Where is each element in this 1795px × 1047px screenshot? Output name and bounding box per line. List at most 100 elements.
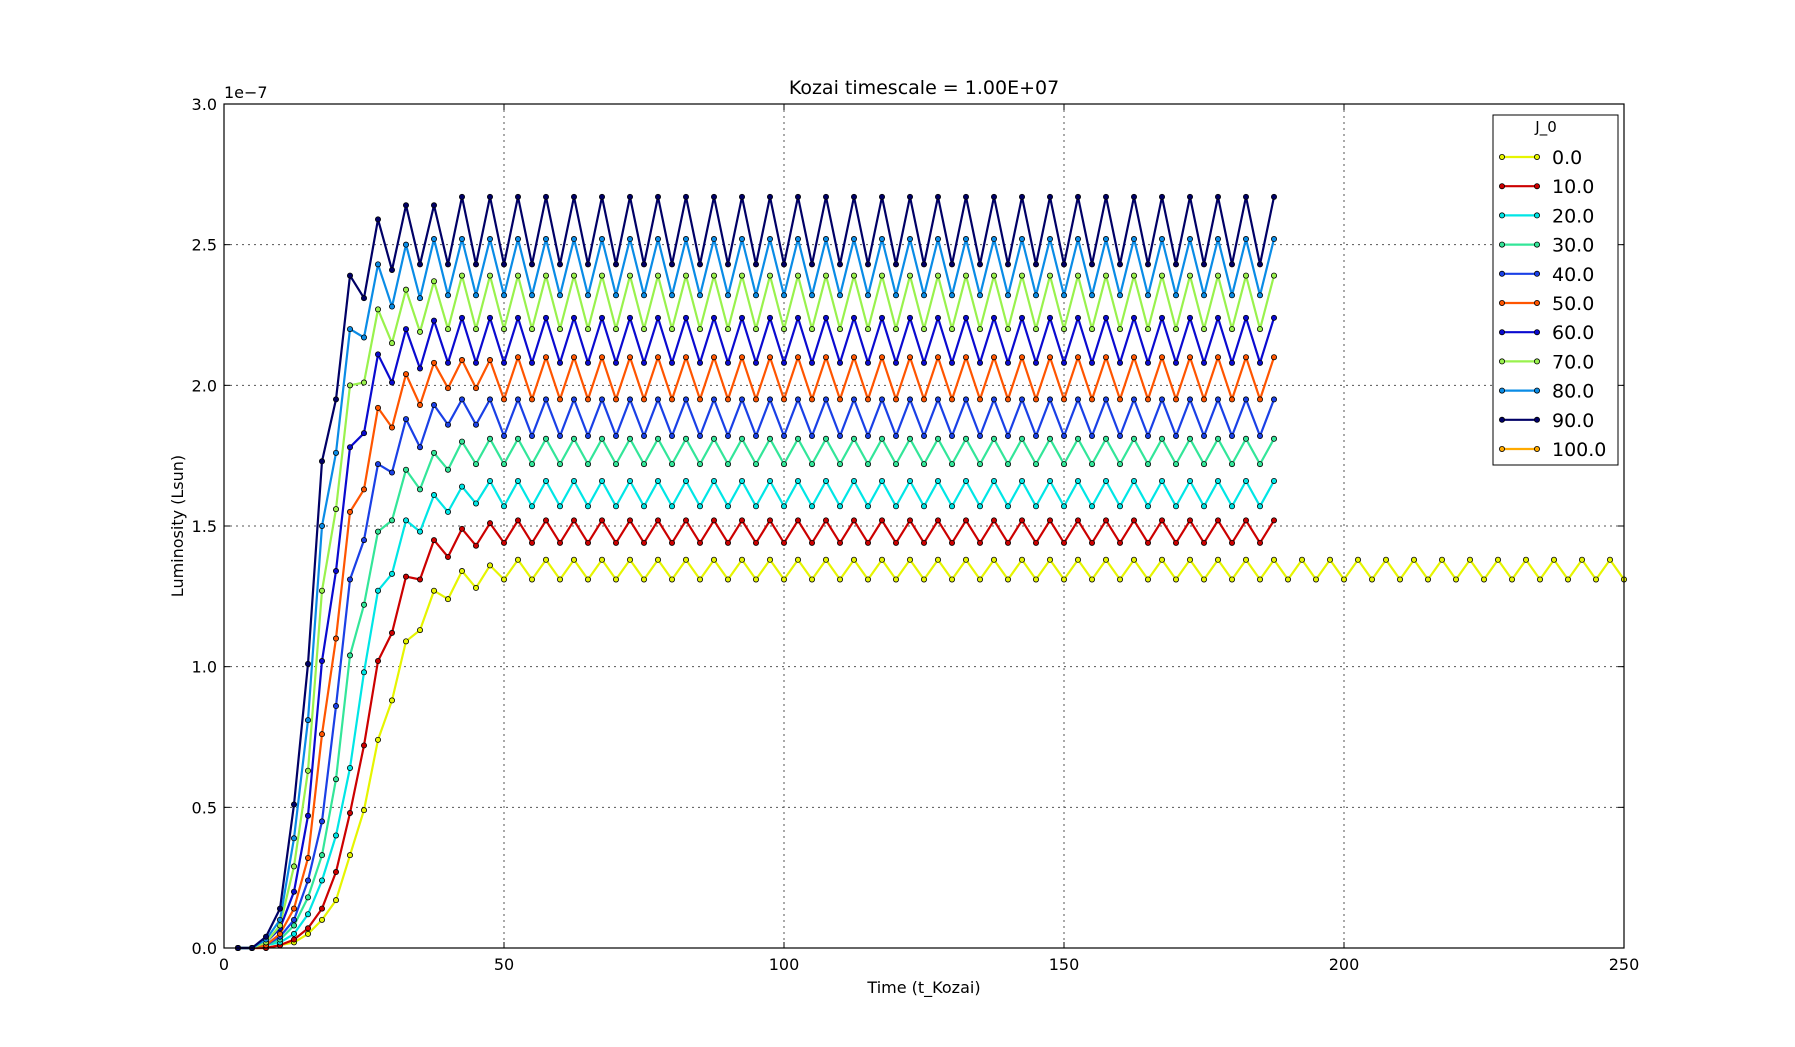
data-point [669,326,676,333]
series-60.0 [234,314,1278,952]
data-point [641,432,648,439]
data-point [472,421,479,428]
data-point [416,402,423,409]
data-point [402,202,409,209]
x-tick-label: 50 [494,955,514,974]
axis-ticks: 0 50 100 150 200 250 0.0 0.5 1.0 1.5 2.0 2.5 3.0 [192,95,1640,974]
data-point [1089,261,1096,268]
data-point [543,236,550,243]
data-point [557,292,564,299]
data-point [599,556,606,563]
data-point [823,435,830,442]
data-point [1159,272,1166,279]
data-point [627,193,634,200]
data-point [585,261,592,268]
data-point [711,477,718,484]
data-point [893,326,900,333]
data-point [458,525,465,532]
data-point [711,354,718,361]
data-point [879,272,886,279]
data-point [697,503,704,510]
data-point [1229,292,1236,299]
data-point [991,354,998,361]
data-point [332,396,339,403]
y-tick-label: 3.0 [192,95,217,114]
data-point [1159,314,1166,321]
data-point [290,905,297,912]
y-tick-label: 1.5 [192,517,217,536]
series-lines [234,193,1628,952]
data-point [529,503,536,510]
data-point [571,236,578,243]
y-tick-label: 0.0 [192,939,217,958]
data-point [304,767,311,774]
data-point [809,539,816,546]
data-point [1075,236,1082,243]
data-point [837,359,844,366]
data-point [1005,539,1012,546]
data-point [879,556,886,563]
data-point [767,314,774,321]
data-point [318,905,325,912]
data-point [388,469,395,476]
data-point [669,539,676,546]
data-point [1145,576,1152,583]
legend-label: 60.0 [1552,322,1594,344]
data-point [332,703,339,710]
data-point [571,314,578,321]
series-line [238,558,1625,950]
data-point [346,576,353,583]
data-point [837,261,844,268]
data-point [515,435,522,442]
data-point [571,272,578,279]
data-point [865,576,872,583]
data-point [669,503,676,510]
data-point [977,503,984,510]
data-point [1215,354,1222,361]
data-point [1061,359,1068,366]
data-point [374,351,381,358]
data-point [963,354,970,361]
data-point [1103,193,1110,200]
data-point [823,396,830,403]
data-point [655,556,662,563]
data-point [276,930,283,937]
data-point [557,396,564,403]
data-point [627,477,634,484]
data-point [304,717,311,724]
data-point [430,537,437,544]
data-point [290,916,297,923]
data-point [1019,193,1026,200]
data-point [458,193,465,200]
data-point [949,461,956,468]
data-point [416,486,423,493]
data-point [1159,396,1166,403]
data-point [977,539,984,546]
data-point [893,461,900,468]
legend-marker [1534,241,1541,248]
data-point [795,517,802,524]
data-point [935,193,942,200]
data-point [360,601,367,608]
data-point [683,435,690,442]
legend-marker [1499,299,1506,306]
legend-label: 70.0 [1552,351,1594,373]
data-point [1103,396,1110,403]
data-point [557,359,564,366]
data-point [472,326,479,333]
data-point [1089,461,1096,468]
data-point [1089,432,1096,439]
data-point [823,193,830,200]
data-point [500,503,507,510]
data-point [641,539,648,546]
data-point [1565,576,1572,583]
data-point [515,193,522,200]
data-point [921,539,928,546]
data-point [1117,292,1124,299]
data-point [318,458,325,465]
data-point [1173,396,1180,403]
data-point [809,432,816,439]
series-50.0 [234,354,1278,952]
y-axis-label: Luminosity (Lsun) [168,455,187,597]
data-point [1229,326,1236,333]
